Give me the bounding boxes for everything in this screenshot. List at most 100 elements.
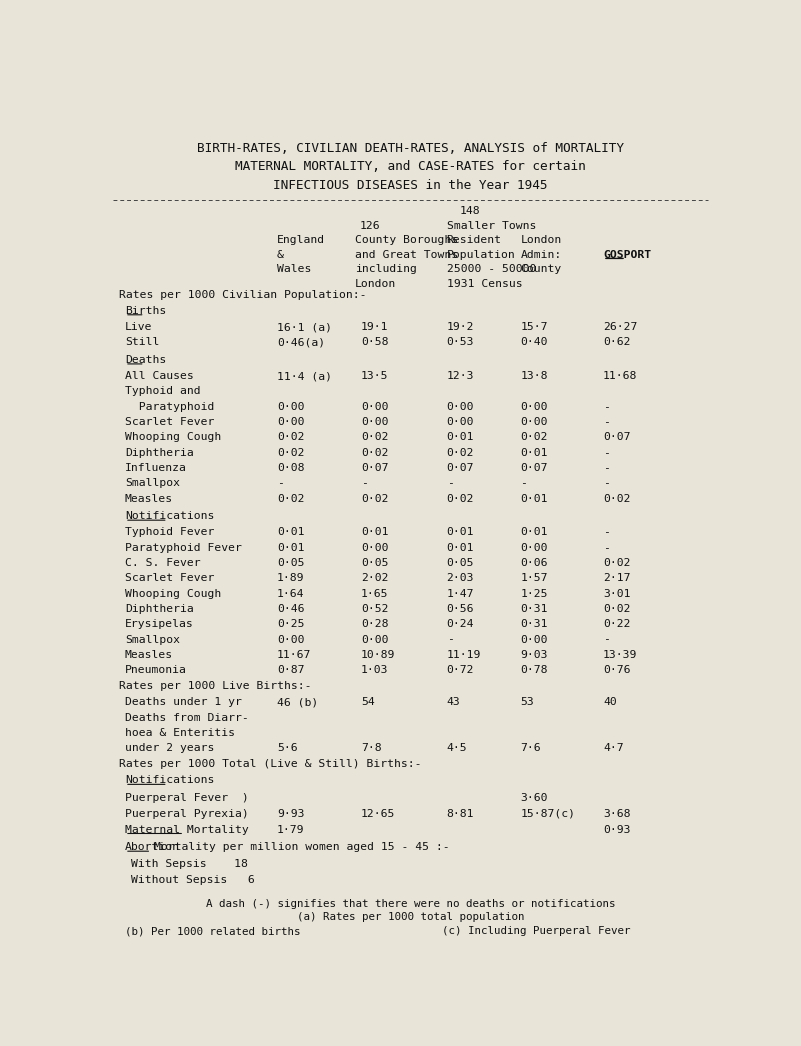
Text: 0·02: 0·02 <box>277 448 304 458</box>
Text: 0·07: 0·07 <box>603 432 630 442</box>
Text: 0·00: 0·00 <box>521 417 548 427</box>
Text: 0·93: 0·93 <box>603 824 630 835</box>
Text: 13·8: 13·8 <box>521 371 548 381</box>
Text: 0·02: 0·02 <box>603 558 630 568</box>
Text: 1·64: 1·64 <box>277 589 304 598</box>
Text: 0·56: 0·56 <box>446 604 474 614</box>
Text: Whooping Cough: Whooping Cough <box>125 432 221 442</box>
Text: 0·46(a): 0·46(a) <box>277 338 325 347</box>
Text: Smallpox: Smallpox <box>125 478 180 488</box>
Text: 13·39: 13·39 <box>603 650 638 660</box>
Text: 25000 - 50000: 25000 - 50000 <box>446 264 536 274</box>
Text: 0·00: 0·00 <box>446 402 474 412</box>
Text: Deaths: Deaths <box>125 355 166 365</box>
Text: -: - <box>277 478 284 488</box>
Text: Without Sepsis   6: Without Sepsis 6 <box>131 874 255 885</box>
Text: 0·01: 0·01 <box>521 494 548 503</box>
Text: 148: 148 <box>459 206 480 217</box>
Text: -: - <box>603 402 610 412</box>
Text: Notifications: Notifications <box>125 775 215 786</box>
Text: 3·01: 3·01 <box>603 589 630 598</box>
Text: Smallpox: Smallpox <box>125 635 180 644</box>
Text: 1·03: 1·03 <box>360 665 388 675</box>
Text: 0·62: 0·62 <box>603 338 630 347</box>
Text: 0·07: 0·07 <box>360 463 388 473</box>
Text: and Great Towns: and Great Towns <box>355 250 457 259</box>
Text: 3·68: 3·68 <box>603 809 630 819</box>
Text: 46 (b): 46 (b) <box>277 698 318 707</box>
Text: 0·02: 0·02 <box>603 604 630 614</box>
Text: 0·52: 0·52 <box>360 604 388 614</box>
Text: Abortion: Abortion <box>125 842 180 852</box>
Text: 0·00: 0·00 <box>521 543 548 552</box>
Text: 1·65: 1·65 <box>360 589 388 598</box>
Text: Scarlet Fever: Scarlet Fever <box>125 417 215 427</box>
Text: 1931 Census: 1931 Census <box>446 278 522 289</box>
Text: 0·22: 0·22 <box>603 619 630 630</box>
Text: Deaths under 1 yr: Deaths under 1 yr <box>125 698 242 707</box>
Text: Smaller Towns: Smaller Towns <box>446 221 536 230</box>
Text: 0·02: 0·02 <box>360 448 388 458</box>
Text: -: - <box>360 478 368 488</box>
Text: 10·89: 10·89 <box>360 650 395 660</box>
Text: 0·00: 0·00 <box>521 402 548 412</box>
Text: 9·93: 9·93 <box>277 809 304 819</box>
Text: Influenza: Influenza <box>125 463 187 473</box>
Text: 0·05: 0·05 <box>446 558 474 568</box>
Text: Live: Live <box>125 322 152 332</box>
Text: 0·07: 0·07 <box>521 463 548 473</box>
Text: 0·00: 0·00 <box>360 417 388 427</box>
Text: 0·31: 0·31 <box>521 604 548 614</box>
Text: London: London <box>355 278 396 289</box>
Text: 0·02: 0·02 <box>277 494 304 503</box>
Text: BIRTH-RATES, CIVILIAN DEATH-RATES, ANALYSIS of MORTALITY: BIRTH-RATES, CIVILIAN DEATH-RATES, ANALY… <box>197 141 624 155</box>
Text: 0·02: 0·02 <box>446 494 474 503</box>
Text: 0·02: 0·02 <box>277 432 304 442</box>
Text: 0·25: 0·25 <box>277 619 304 630</box>
Text: 0·05: 0·05 <box>277 558 304 568</box>
Text: Paratyphoid: Paratyphoid <box>125 402 215 412</box>
Text: -: - <box>603 527 610 538</box>
Text: 0·01: 0·01 <box>446 432 474 442</box>
Text: -: - <box>446 478 453 488</box>
Text: -: - <box>603 463 610 473</box>
Text: 0·87: 0·87 <box>277 665 304 675</box>
Text: 0·00: 0·00 <box>446 417 474 427</box>
Text: 0·00: 0·00 <box>277 635 304 644</box>
Text: 11·68: 11·68 <box>603 371 638 381</box>
Text: 0·76: 0·76 <box>603 665 630 675</box>
Text: 0·02: 0·02 <box>446 448 474 458</box>
Text: -: - <box>603 543 610 552</box>
Text: Pneumonia: Pneumonia <box>125 665 187 675</box>
Text: Wales: Wales <box>277 264 312 274</box>
Text: Births: Births <box>125 305 166 316</box>
Text: 19·2: 19·2 <box>446 322 474 332</box>
Text: including: including <box>355 264 417 274</box>
Text: -: - <box>446 635 453 644</box>
Text: Whooping Cough: Whooping Cough <box>125 589 221 598</box>
Text: 7·8: 7·8 <box>360 744 381 753</box>
Text: 0·00: 0·00 <box>277 417 304 427</box>
Text: 0·31: 0·31 <box>521 619 548 630</box>
Text: (b) Per 1000 related births: (b) Per 1000 related births <box>125 926 300 936</box>
Text: 15·87(c): 15·87(c) <box>521 809 575 819</box>
Text: 126: 126 <box>360 221 380 230</box>
Text: 0·01: 0·01 <box>446 543 474 552</box>
Text: Measles: Measles <box>125 494 173 503</box>
Text: Admin:: Admin: <box>521 250 562 259</box>
Text: Population: Population <box>446 250 515 259</box>
Text: 43: 43 <box>446 698 461 707</box>
Text: (a) Rates per 1000 total population: (a) Rates per 1000 total population <box>296 912 525 923</box>
Text: 0·01: 0·01 <box>360 527 388 538</box>
Text: London: London <box>521 235 562 245</box>
Text: 0·00: 0·00 <box>360 543 388 552</box>
Text: 0·01: 0·01 <box>277 527 304 538</box>
Text: 26·27: 26·27 <box>603 322 638 332</box>
Text: (c) Including Puerperal Fever: (c) Including Puerperal Fever <box>441 926 630 936</box>
Text: under 2 years: under 2 years <box>125 744 215 753</box>
Text: 15·7: 15·7 <box>521 322 548 332</box>
Text: GOSPORT: GOSPORT <box>603 250 651 259</box>
Text: Maternal Mortality: Maternal Mortality <box>125 824 248 835</box>
Text: 1·89: 1·89 <box>277 573 304 584</box>
Text: 19·1: 19·1 <box>360 322 388 332</box>
